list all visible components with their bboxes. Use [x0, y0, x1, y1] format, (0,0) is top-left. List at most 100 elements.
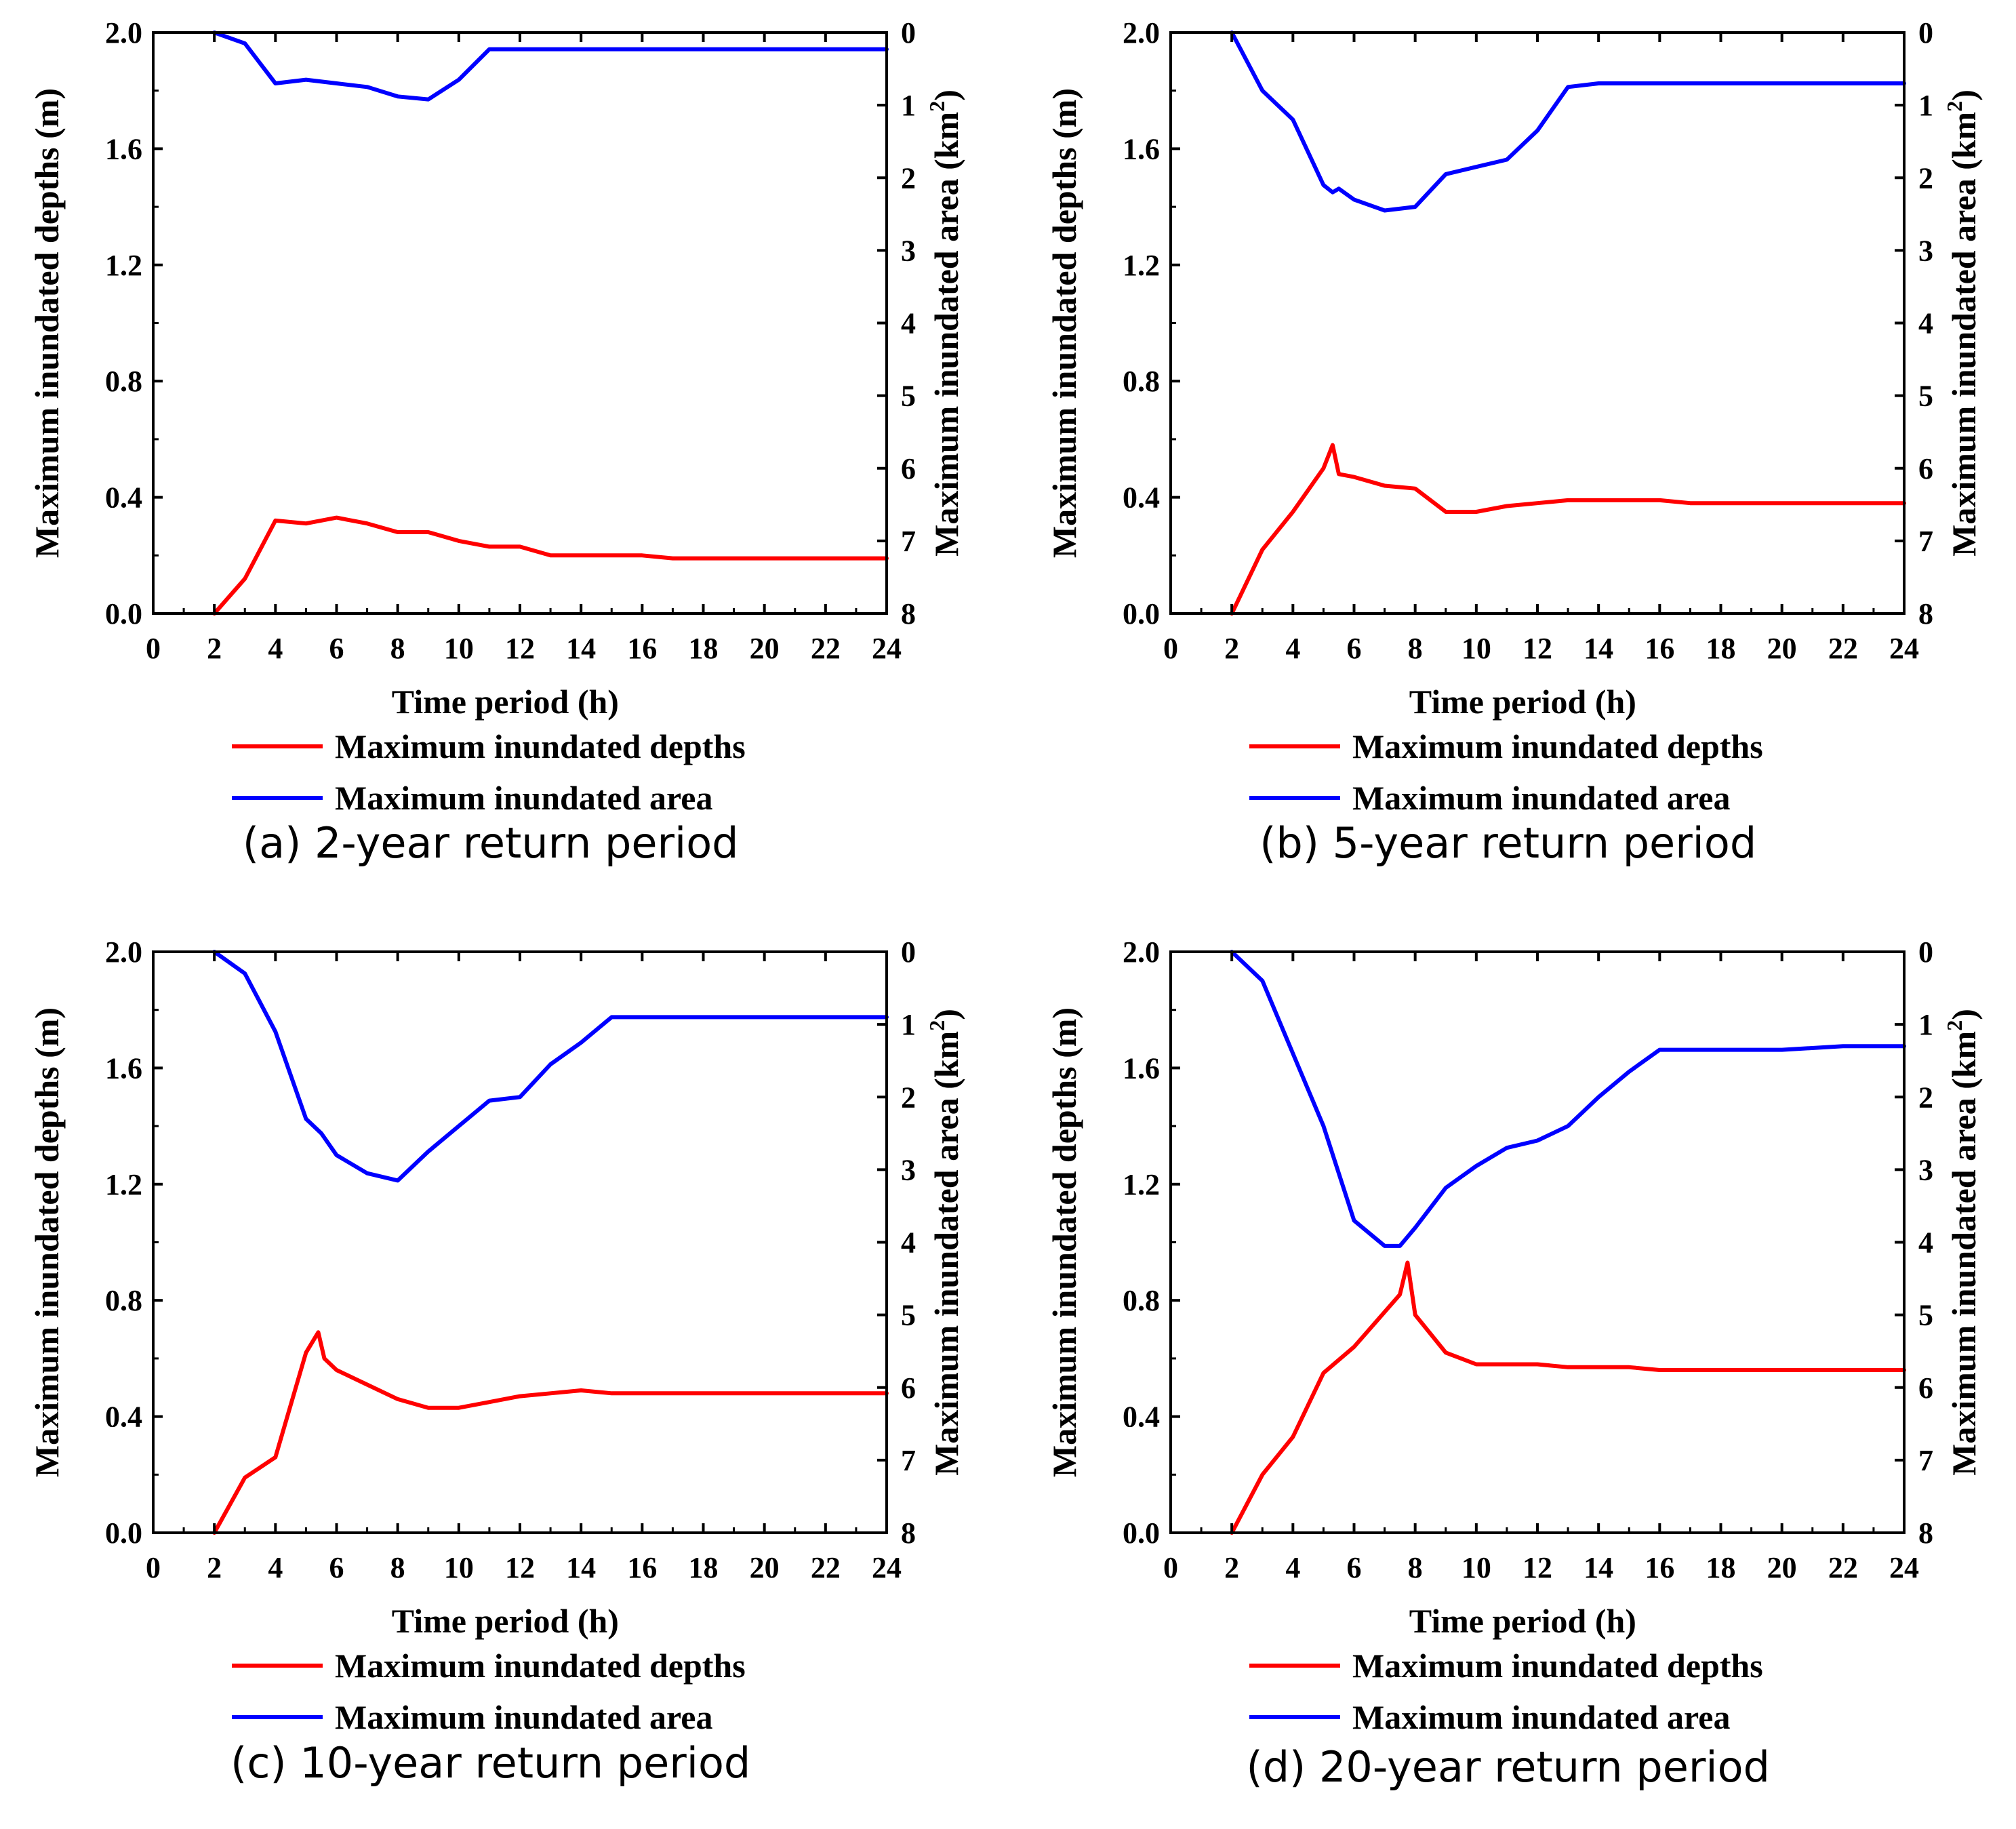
- y-left-tick-label: 0.0: [105, 1516, 142, 1550]
- x-tick-label: 22: [1828, 632, 1858, 665]
- depth-series-line-2: [212, 1330, 889, 1535]
- chart-panel-0: 0 2 4 6 8 10 12 14 16 18 20 22 240.00.40.81.21.62.0 0…: [28, 16, 965, 868]
- plot-frame: [152, 31, 888, 615]
- y-left-axis-title: Maximum inundated depths (m): [1045, 1007, 1083, 1477]
- x-tick-label: 18: [1706, 632, 1736, 665]
- chart-panel-1: 0 2 4 6 8 10 12 14 16 18 20 22 240.00.40.81.21.62.0 0…: [1045, 16, 1983, 868]
- y-right-tick-label: 1: [901, 89, 916, 122]
- plot-frame: [152, 950, 888, 1534]
- legend-label-1: Maximum inundated area: [335, 779, 712, 817]
- y-right-axis-title-sup: 2: [925, 1020, 949, 1031]
- x-tick-label: 10: [1461, 1551, 1491, 1584]
- x-tick-label: 10: [1461, 632, 1491, 665]
- y-right-axis-title-main: Maximum inundated area (km: [927, 1031, 965, 1476]
- y-left-tick-label: 0.8: [105, 1284, 142, 1317]
- y-right-tick-label: 5: [1918, 380, 1933, 413]
- y-left-tick-label: 1.6: [105, 132, 142, 165]
- x-tick-label: 0: [146, 1551, 161, 1584]
- y-left-tick-label: 0.4: [1123, 481, 1160, 515]
- y-right-tick-label: 3: [901, 1153, 916, 1186]
- y-right-tick-label: 4: [1918, 1226, 1933, 1260]
- y-left-tick-label: 0.4: [105, 481, 142, 515]
- x-tick-label: 4: [1285, 632, 1300, 665]
- y-right-axis-title-close: ): [1945, 1009, 1983, 1020]
- y-right-tick-label: 7: [1918, 1444, 1933, 1477]
- x-tick-label: 14: [1584, 1551, 1613, 1584]
- x-tick-label: 6: [1347, 1551, 1362, 1584]
- x-tick-label: 20: [1767, 632, 1797, 665]
- y-right-tick-label: 7: [1918, 525, 1933, 558]
- y-left-tick-label: 0.8: [105, 365, 142, 398]
- legend-label-1: Maximum inundated area: [1352, 779, 1730, 817]
- x-tick-label: 8: [1408, 1551, 1423, 1584]
- y-left-tick-label: 1.6: [105, 1051, 142, 1085]
- y-right-axis-title-sup: 2: [925, 101, 949, 112]
- y-right-tick-label: 6: [901, 452, 916, 485]
- x-tick-label: 20: [750, 1551, 780, 1584]
- y-right-axis-title-sup: 2: [1942, 1020, 1967, 1031]
- legend-label-0: Maximum inundated depths: [335, 727, 746, 765]
- area-series-line-2: [212, 950, 889, 1183]
- y-right-tick-label: 6: [901, 1371, 916, 1405]
- y-left-tick-label: 1.2: [1123, 1168, 1160, 1201]
- y-right-tick-label: 1: [1918, 89, 1933, 122]
- x-tick-label: 22: [811, 632, 841, 665]
- y-right-tick-label: 8: [901, 1516, 916, 1550]
- y-right-tick-label: 7: [901, 1444, 916, 1477]
- x-tick-label: 2: [1224, 632, 1239, 665]
- y-right-tick-label: 6: [1918, 452, 1933, 485]
- y-left-tick-label: 1.2: [105, 249, 142, 282]
- panel-caption: (c) 10-year return period: [230, 1738, 750, 1788]
- y-left-tick-label: 1.2: [1123, 249, 1160, 282]
- depth-series-line-3: [1230, 1260, 1906, 1535]
- x-tick-label: 12: [505, 632, 535, 665]
- x-tick-label: 8: [1408, 632, 1423, 665]
- y-right-tick-label: 0: [1918, 936, 1933, 969]
- x-tick-label: 10: [444, 1551, 474, 1584]
- y-right-axis-title: Maximum inundated area (km2): [925, 1009, 965, 1476]
- x-tick-label: 16: [1645, 1551, 1674, 1584]
- x-tick-label: 20: [1767, 1551, 1797, 1584]
- x-tick-label: 12: [1523, 1551, 1552, 1584]
- y-right-tick-label: 7: [901, 525, 916, 558]
- panel-caption: (a) 2-year return period: [243, 818, 739, 868]
- legend-label-1: Maximum inundated area: [1352, 1698, 1730, 1736]
- x-tick-label: 2: [207, 632, 222, 665]
- y-right-tick-label: 3: [901, 234, 916, 267]
- y-left-tick-label: 2.0: [1123, 16, 1160, 49]
- x-tick-label: 24: [1889, 1551, 1919, 1584]
- y-left-tick-label: 0.0: [1123, 597, 1160, 630]
- x-tick-label: 10: [444, 632, 474, 665]
- x-axis-title: Time period (h): [392, 1602, 619, 1640]
- x-tick-label: 14: [1584, 632, 1613, 665]
- y-right-axis-title-main: Maximum inundated area (km: [1945, 1031, 1983, 1476]
- legend-label-0: Maximum inundated depths: [335, 1647, 746, 1685]
- y-left-tick-label: 2.0: [105, 936, 142, 969]
- x-axis-title: Time period (h): [392, 683, 619, 721]
- y-right-tick-label: 8: [1918, 1516, 1933, 1550]
- x-tick-label: 6: [1347, 632, 1362, 665]
- y-right-tick-label: 0: [901, 16, 916, 49]
- y-left-tick-label: 0.4: [105, 1401, 142, 1434]
- chart-panel-2: 0 2 4 6 8 10 12 14 16 18 20 22 240.00.40.81.21.62.0 0…: [28, 936, 965, 1788]
- y-right-tick-label: 5: [1918, 1299, 1933, 1332]
- legend-label-1: Maximum inundated area: [335, 1698, 712, 1736]
- y-right-tick-label: 5: [901, 1299, 916, 1332]
- x-tick-label: 18: [689, 632, 719, 665]
- y-right-tick-label: 2: [901, 161, 916, 195]
- x-tick-label: 14: [566, 632, 596, 665]
- y-right-axis-title-main: Maximum inundated area (km: [1945, 112, 1983, 557]
- x-tick-label: 18: [1706, 1551, 1736, 1584]
- x-tick-label: 12: [505, 1551, 535, 1584]
- y-left-tick-label: 0.8: [1123, 365, 1160, 398]
- x-tick-label: 0: [1163, 632, 1178, 665]
- y-right-tick-label: 2: [901, 1081, 916, 1114]
- x-tick-label: 22: [1828, 1551, 1858, 1584]
- y-right-tick-label: 8: [901, 597, 916, 630]
- panel-caption: (d) 20-year return period: [1247, 1742, 1770, 1792]
- plot-frame: [1169, 950, 1906, 1534]
- y-left-axis-title: Maximum inundated depths (m): [1045, 88, 1083, 558]
- area-series-line-0: [212, 31, 889, 102]
- y-left-tick-label: 0.4: [1123, 1401, 1160, 1434]
- y-right-tick-label: 3: [1918, 1153, 1933, 1186]
